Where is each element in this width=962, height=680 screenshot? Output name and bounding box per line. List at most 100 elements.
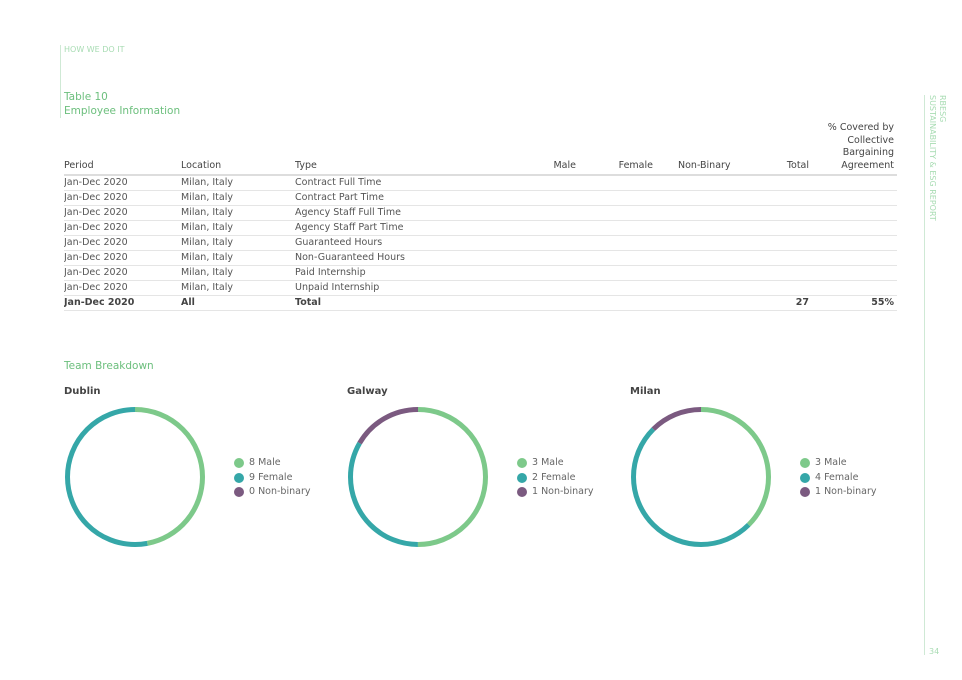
city-name: Milan	[630, 386, 661, 397]
table-cell: Jan-Dec 2020	[64, 280, 181, 296]
legend-item: 1 Non-binary	[800, 485, 876, 500]
employee-table: Period Location Type Male Female Non-Binary To…	[64, 122, 897, 311]
legend-item: 0 Non-binary	[234, 485, 310, 500]
column-header: Non-Binary	[656, 122, 749, 176]
table-cell: Milan, Italy	[181, 190, 295, 206]
table-cell	[514, 175, 579, 191]
donut-segment-female	[65, 407, 205, 547]
chart-dublin: Dublin 8 Male 9 Female 0 Non-binary	[64, 386, 334, 556]
table-cell	[749, 235, 812, 251]
table-cell	[514, 205, 579, 221]
table-cell	[656, 265, 749, 281]
city-name: Galway	[347, 386, 388, 397]
legend-item: 8 Male	[234, 456, 310, 471]
donut-chart	[65, 407, 205, 547]
table-cell	[656, 250, 749, 266]
table-cell	[812, 175, 897, 191]
table-cell	[579, 250, 656, 266]
table-cell	[514, 265, 579, 281]
table-cell: Milan, Italy	[181, 235, 295, 251]
table-title: Employee Information	[64, 105, 181, 117]
legend-item: 9 Female	[234, 471, 310, 486]
table-cell	[579, 235, 656, 251]
table-row: Jan-Dec 2020 Milan, Italy Agency Staff Par…	[64, 220, 897, 236]
table-cell	[749, 280, 812, 296]
table-cell	[579, 175, 656, 191]
table-row: Jan-Dec 2020 Milan, Italy Contract Full Ti…	[64, 175, 897, 191]
table-cell	[749, 175, 812, 191]
donut-segment-female	[348, 407, 488, 547]
table-cell	[749, 265, 812, 281]
table-cell: Milan, Italy	[181, 280, 295, 296]
column-header: Period	[64, 122, 181, 176]
donut-segment-nonbinary	[348, 407, 488, 547]
column-header: Type	[295, 122, 514, 176]
table-cell: Jan-Dec 2020	[64, 250, 181, 266]
total-row: Jan-Dec 2020 All Total 27 55%	[64, 295, 897, 311]
legend-dot-icon	[800, 487, 810, 498]
table-cell: Milan, Italy	[181, 265, 295, 281]
table-cell: Jan-Dec 2020	[64, 205, 181, 221]
table-cell	[812, 235, 897, 251]
column-header: % Covered by Collective Bargaining Agree…	[812, 122, 897, 176]
table-cell: Jan-Dec 2020	[64, 175, 181, 191]
donut-segment-nonbinary	[631, 407, 771, 547]
legend-dot-icon	[234, 458, 244, 469]
legend-label: 4 Female	[815, 471, 859, 483]
table-cell	[514, 295, 579, 311]
table-cell	[656, 280, 749, 296]
table-cell: Guaranteed Hours	[295, 235, 514, 251]
table-cell: Contract Part Time	[295, 190, 514, 206]
page-number: 34	[929, 647, 940, 656]
table-cell: Jan-Dec 2020	[64, 220, 181, 236]
section-label: HOW WE DO IT	[64, 45, 125, 54]
legend-label: 1 Non-binary	[815, 486, 877, 498]
table-cell	[656, 220, 749, 236]
sidebar-divider	[924, 95, 925, 655]
legend-item: 1 Non-binary	[517, 485, 593, 500]
table-cell: Contract Full Time	[295, 175, 514, 191]
column-header: Male	[514, 122, 579, 176]
table-cell	[514, 190, 579, 206]
table-cell	[812, 280, 897, 296]
table-cell	[514, 235, 579, 251]
table-cell: All	[181, 295, 295, 311]
table-cell	[812, 220, 897, 236]
chart-legend: 3 Male 2 Female 1 Non-binary	[517, 456, 593, 500]
table-number: Table 10	[64, 91, 108, 103]
table-cell: Jan-Dec 2020	[64, 295, 181, 311]
table-cell	[579, 295, 656, 311]
table-cell	[656, 175, 749, 191]
legend-label: 9 Female	[249, 471, 293, 483]
brand-name: RBESG	[938, 95, 947, 123]
column-header: Total	[749, 122, 812, 176]
legend-dot-icon	[517, 458, 527, 469]
legend-item: 2 Female	[517, 471, 593, 486]
table-row: Jan-Dec 2020 Milan, Italy Agency Staff Ful…	[64, 205, 897, 221]
legend-label: 0 Non-binary	[249, 486, 311, 498]
table-cell: Agency Staff Part Time	[295, 220, 514, 236]
table-cell	[812, 250, 897, 266]
breakdown-title: Team Breakdown	[64, 360, 154, 372]
table-row: Jan-Dec 2020 Milan, Italy Guaranteed Hours	[64, 235, 897, 251]
donut-chart	[631, 407, 771, 547]
table-row: Jan-Dec 2020 Milan, Italy Non-Guaranteed H…	[64, 250, 897, 266]
table-cell	[579, 280, 656, 296]
chart-milan: Milan 3 Male 4 Female 1 Non-binary	[630, 386, 900, 556]
legend-dot-icon	[517, 472, 527, 483]
table-cell	[656, 235, 749, 251]
legend-label: 1 Non-binary	[532, 486, 594, 498]
table-cell	[579, 265, 656, 281]
table-cell: Jan-Dec 2020	[64, 265, 181, 281]
legend-dot-icon	[517, 487, 527, 498]
table-cell: Jan-Dec 2020	[64, 190, 181, 206]
legend-label: 3 Male	[532, 457, 564, 469]
legend-dot-icon	[800, 472, 810, 483]
city-name: Dublin	[64, 386, 101, 397]
table-cell	[812, 265, 897, 281]
chart-legend: 3 Male 4 Female 1 Non-binary	[800, 456, 876, 500]
legend-label: 3 Male	[815, 457, 847, 469]
legend-item: 3 Male	[517, 456, 593, 471]
donut-chart	[348, 407, 488, 547]
chart-galway: Galway 3 Male 2 Female 1 Non-binary	[347, 386, 617, 556]
